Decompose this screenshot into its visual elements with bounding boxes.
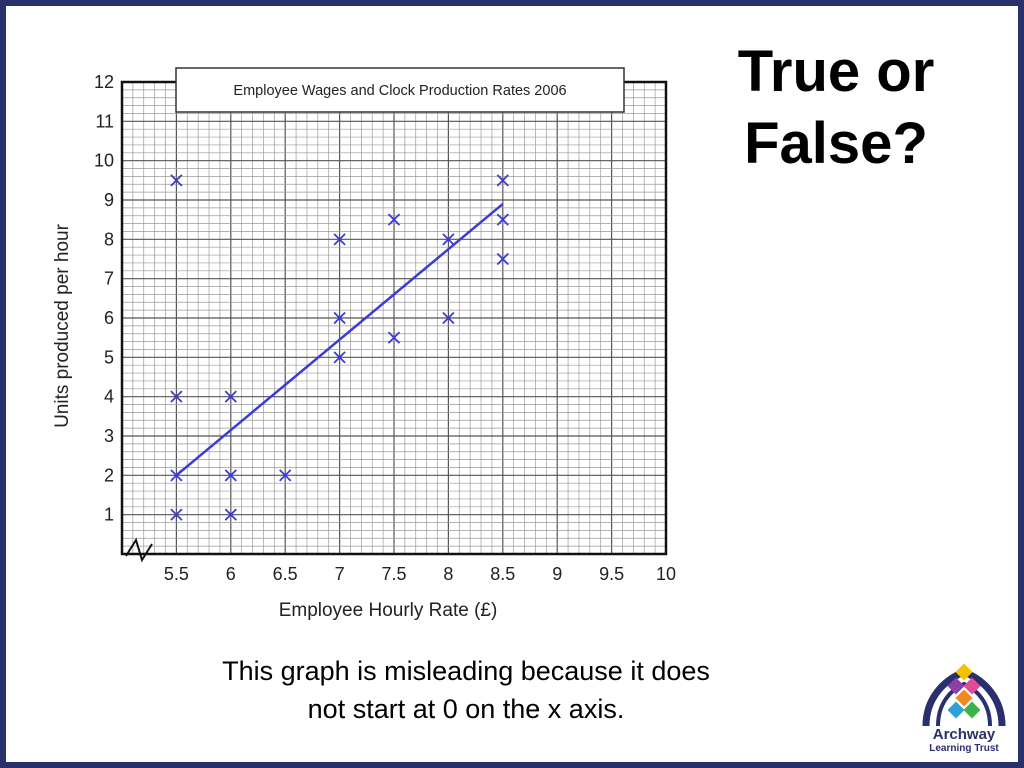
y-tick-label: 7 — [104, 269, 114, 289]
y-tick-label: 8 — [104, 229, 114, 249]
y-tick-label: 10 — [94, 151, 114, 171]
trend-line — [175, 202, 504, 477]
data-point — [387, 213, 401, 226]
data-point — [333, 351, 346, 364]
data-point — [333, 311, 346, 325]
data-point — [442, 311, 455, 325]
y-axis-label: Units produced per hour — [52, 223, 73, 428]
data-point — [170, 390, 183, 403]
data-point — [224, 469, 237, 482]
y-tick-label: 12 — [94, 72, 114, 92]
x-tick-label: 7.5 — [381, 564, 406, 584]
slide-heading: True or False? — [706, 36, 966, 180]
data-point — [224, 390, 237, 403]
y-tick-label: 2 — [104, 465, 114, 485]
x-tick-label: 8.5 — [490, 564, 515, 584]
x-tick-label: 7 — [335, 564, 345, 584]
y-tick-label: 4 — [104, 387, 114, 407]
heading-line-1: True or — [737, 39, 935, 104]
y-tick-label: 3 — [104, 426, 114, 446]
chart-title: Employee Wages and Clock Production Rate… — [233, 83, 566, 99]
y-tick-label: 1 — [104, 505, 114, 525]
data-point — [496, 174, 509, 187]
logo-name: Archway — [932, 726, 996, 743]
x-tick-label: 10 — [656, 564, 676, 584]
x-tick-label: 6.5 — [273, 564, 298, 584]
data-point — [170, 508, 183, 521]
y-tick-label: 5 — [104, 347, 114, 367]
data-point — [170, 174, 183, 187]
y-tick-label: 11 — [95, 111, 114, 131]
data-point — [442, 233, 455, 246]
archway-logo-icon — [922, 663, 1006, 727]
data-point — [333, 233, 346, 246]
data-point — [496, 213, 509, 226]
data-point — [496, 252, 509, 266]
chart-title-frame — [175, 67, 625, 113]
heading-line-2: False? — [744, 111, 928, 176]
slide-caption: This graph is misleading because it does… — [186, 652, 746, 728]
x-tick-label: 9.5 — [599, 564, 624, 584]
data-point — [387, 331, 401, 344]
data-point — [224, 508, 237, 521]
x-tick-label: 9 — [552, 564, 562, 584]
data-point — [170, 469, 183, 482]
x-tick-label: 8 — [443, 564, 453, 584]
caption-line-1: This graph is misleading because it does — [222, 656, 710, 686]
x-tick-label: 6 — [226, 564, 236, 584]
logo-text: Archway Learning Trust — [914, 726, 1014, 755]
x-axis-label: Employee Hourly Rate (£) — [279, 600, 498, 621]
x-tick-label: 5.5 — [164, 564, 189, 584]
data-point — [279, 469, 292, 482]
x-axis-break-icon — [125, 537, 153, 563]
logo-subtitle: Learning Trust — [929, 743, 999, 754]
y-tick-label: 6 — [104, 308, 114, 328]
chart-title-box: Employee Wages and Clock Production Rate… — [175, 67, 625, 113]
caption-line-2: not start at 0 on the x axis. — [307, 694, 625, 724]
y-tick-label: 9 — [104, 190, 114, 210]
grid-lines — [121, 81, 667, 555]
